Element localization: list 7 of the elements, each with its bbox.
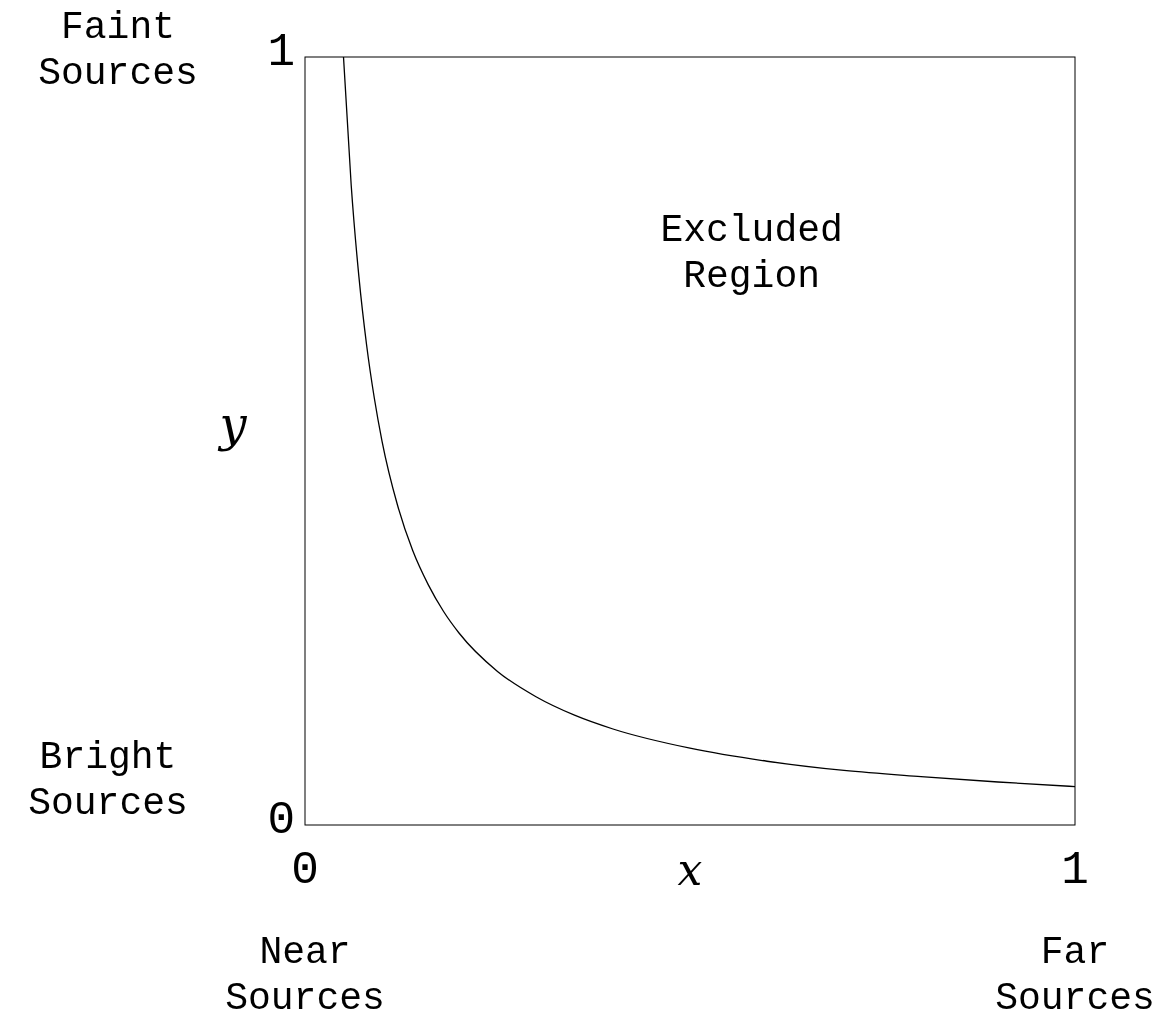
x-axis-title: x [677, 844, 703, 895]
annotation: Excluded Region [660, 209, 843, 298]
y-axis-title: y [217, 396, 248, 452]
text: Bright Sources [28, 736, 188, 825]
text: Near Sources [225, 931, 385, 1020]
text: Far Sources [995, 931, 1155, 1020]
text: Faint Sources [38, 6, 198, 95]
